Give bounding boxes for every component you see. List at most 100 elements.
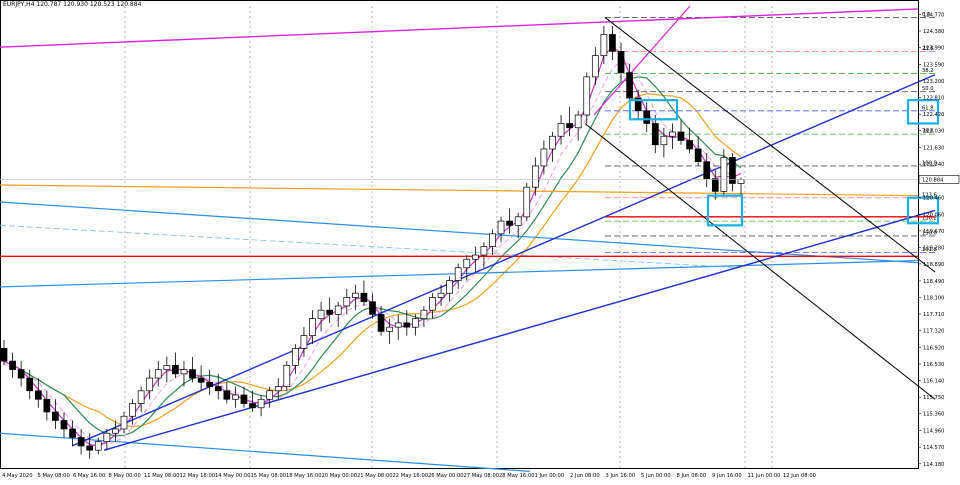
candle-body [112, 428, 119, 434]
time-tick-label: 11 Jun 00:00 [748, 473, 781, 479]
candle-body [34, 390, 42, 400]
channel-lower-line [584, 123, 936, 400]
candle-body [403, 322, 411, 328]
candle-body [711, 178, 719, 192]
time-tick-label: 18 May 16:00 [286, 473, 322, 479]
price-tick-label: 120.460 [923, 195, 944, 201]
candle-body [583, 76, 591, 116]
candle-body [343, 297, 351, 307]
candle-body [617, 51, 625, 73]
price-tick-label: 122.420 [923, 112, 944, 118]
blue-trendline-lower [103, 209, 936, 451]
candle-body [120, 415, 128, 430]
candle-body [677, 131, 685, 141]
candle-body [94, 441, 102, 451]
time-tick-label: 12 Jun 08:00 [783, 473, 816, 479]
candle-body [9, 360, 16, 370]
fib-level-label: 161.8 [922, 247, 937, 253]
time-tick-label: 8 Jun 08:00 [677, 473, 707, 479]
fibonacci-levels: 0.0 23.6 38.2 50.0 61.8 78.6 100.0 123.6 138.2 15… [605, 12, 937, 253]
candle-body [43, 398, 51, 413]
candle-body [103, 432, 111, 443]
price-tick-label: 114.180 [923, 462, 944, 468]
highlight-box [628, 99, 679, 121]
candle-body [497, 220, 505, 235]
candle-body [703, 161, 711, 180]
candle-body [197, 377, 205, 383]
time-tick-label: 28 May 16:00 [499, 473, 535, 479]
candle-body [480, 246, 488, 256]
price-tick-label: 117.320 [923, 329, 944, 335]
candle-body [309, 318, 316, 336]
price-tick-label: 119.280 [923, 245, 944, 251]
candle-body [514, 216, 522, 226]
price-tick-label: 115.750 [923, 395, 944, 401]
price-tick-label: 116.530 [923, 362, 944, 368]
highlight-box [906, 99, 940, 125]
magenta-steep-line [593, 5, 691, 116]
price-tick-label: 114.960 [923, 429, 944, 435]
candle-body [446, 280, 453, 294]
candle-body [523, 186, 531, 218]
candle-body [129, 403, 136, 417]
candle-body [326, 309, 334, 315]
ma-orange-long-line [0, 184, 919, 197]
candle-body [146, 377, 154, 392]
candle-body [489, 233, 496, 247]
candle-body [206, 381, 214, 387]
price-tick-label: 124.380 [923, 29, 944, 35]
price-tick-label: 123.590 [923, 63, 944, 69]
candle-body [137, 390, 145, 404]
fib-level-label: 100.0 [922, 160, 937, 166]
candle-body [540, 148, 548, 167]
price-tick-label: 118.890 [923, 262, 944, 268]
price-tick-label: 115.360 [923, 412, 944, 418]
time-tick-label: 2 Jun 08:00 [570, 473, 600, 479]
time-tick-label: 8 May 00:00 [109, 473, 141, 479]
fib-level-label: 0.0 [922, 12, 930, 18]
candle-body [283, 364, 291, 387]
time-tick-label: 15 May 08:00 [251, 473, 287, 479]
candle-body [420, 309, 428, 320]
candle-body [737, 178, 745, 184]
time-tick-label: 3 Jun 16:00 [606, 473, 636, 479]
current-price-label: 120.884 [922, 177, 944, 183]
candle-body [600, 34, 608, 56]
candle-body [214, 386, 222, 392]
candle-body [232, 394, 239, 400]
fib-level-label: 61.8 [922, 105, 934, 111]
candle-body [454, 267, 462, 281]
time-axis: 4 May 2020 5 May 08:00 6 May 16:00 8 May 00… [2, 473, 816, 479]
candle-body [266, 390, 274, 400]
time-tick-label: 4 May 2020 [2, 473, 33, 479]
price-tick-label: 121.240 [923, 162, 944, 168]
candle-body [660, 135, 668, 146]
candle-body [591, 55, 599, 78]
candle-body [0, 348, 8, 362]
trend-lines [0, 5, 936, 451]
candle-body [686, 140, 693, 150]
time-tick-label: 21 May 08:00 [357, 473, 393, 479]
candle-body [609, 34, 616, 52]
highlight-box [706, 194, 744, 227]
candle-body [69, 428, 76, 438]
candle-body [52, 411, 59, 421]
price-tick-label: 119.670 [923, 229, 944, 235]
price-tick-label: 123.200 [923, 79, 944, 85]
time-tick-label: 9 Jun 16:00 [712, 473, 742, 479]
candle-body [720, 157, 728, 192]
time-tick-label: 6 May 16:00 [73, 473, 105, 479]
candle-body [172, 364, 179, 375]
candle-body [163, 364, 171, 370]
fib-level-label: 78.6 [922, 129, 934, 135]
candle-body [317, 309, 325, 320]
candle-body [154, 369, 162, 379]
candle-body [77, 437, 85, 447]
price-tick-label: 116.140 [923, 379, 944, 385]
candle-body [626, 72, 633, 99]
time-tick-label: 5 May 08:00 [38, 473, 70, 479]
candle-body [643, 110, 651, 124]
price-tick-label: 118.490 [923, 279, 944, 285]
